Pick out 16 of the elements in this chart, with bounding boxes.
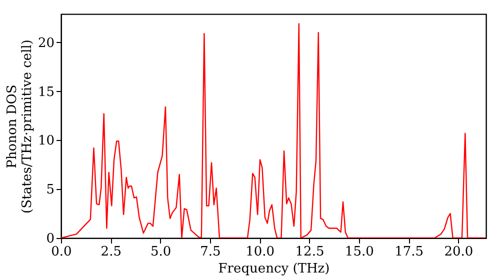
x-tick-label: 7.5: [200, 244, 221, 260]
x-tick-label: 5.0: [150, 244, 172, 260]
y-tick-label: 15: [38, 84, 54, 100]
y-tick-label: 0: [46, 232, 54, 246]
y-tick-label: 10: [38, 134, 54, 149]
x-tick-label: 20.0: [444, 244, 474, 260]
y-tick-label: 20: [38, 36, 54, 51]
y-axis-title: Phonon DOS (States/THz·primitive cell): [4, 39, 35, 214]
x-tick-label: 17.5: [394, 244, 424, 260]
x-axis-title: Frequency (THz): [218, 262, 330, 276]
x-tick-label: 15.0: [344, 244, 374, 260]
y-tick-label: 5: [46, 182, 54, 198]
x-tick-label: 0.0: [51, 244, 72, 260]
x-tick-label: 2.5: [100, 244, 122, 260]
x-tick-label: 12.5: [295, 244, 324, 260]
x-tick-label: 10.0: [246, 244, 275, 260]
